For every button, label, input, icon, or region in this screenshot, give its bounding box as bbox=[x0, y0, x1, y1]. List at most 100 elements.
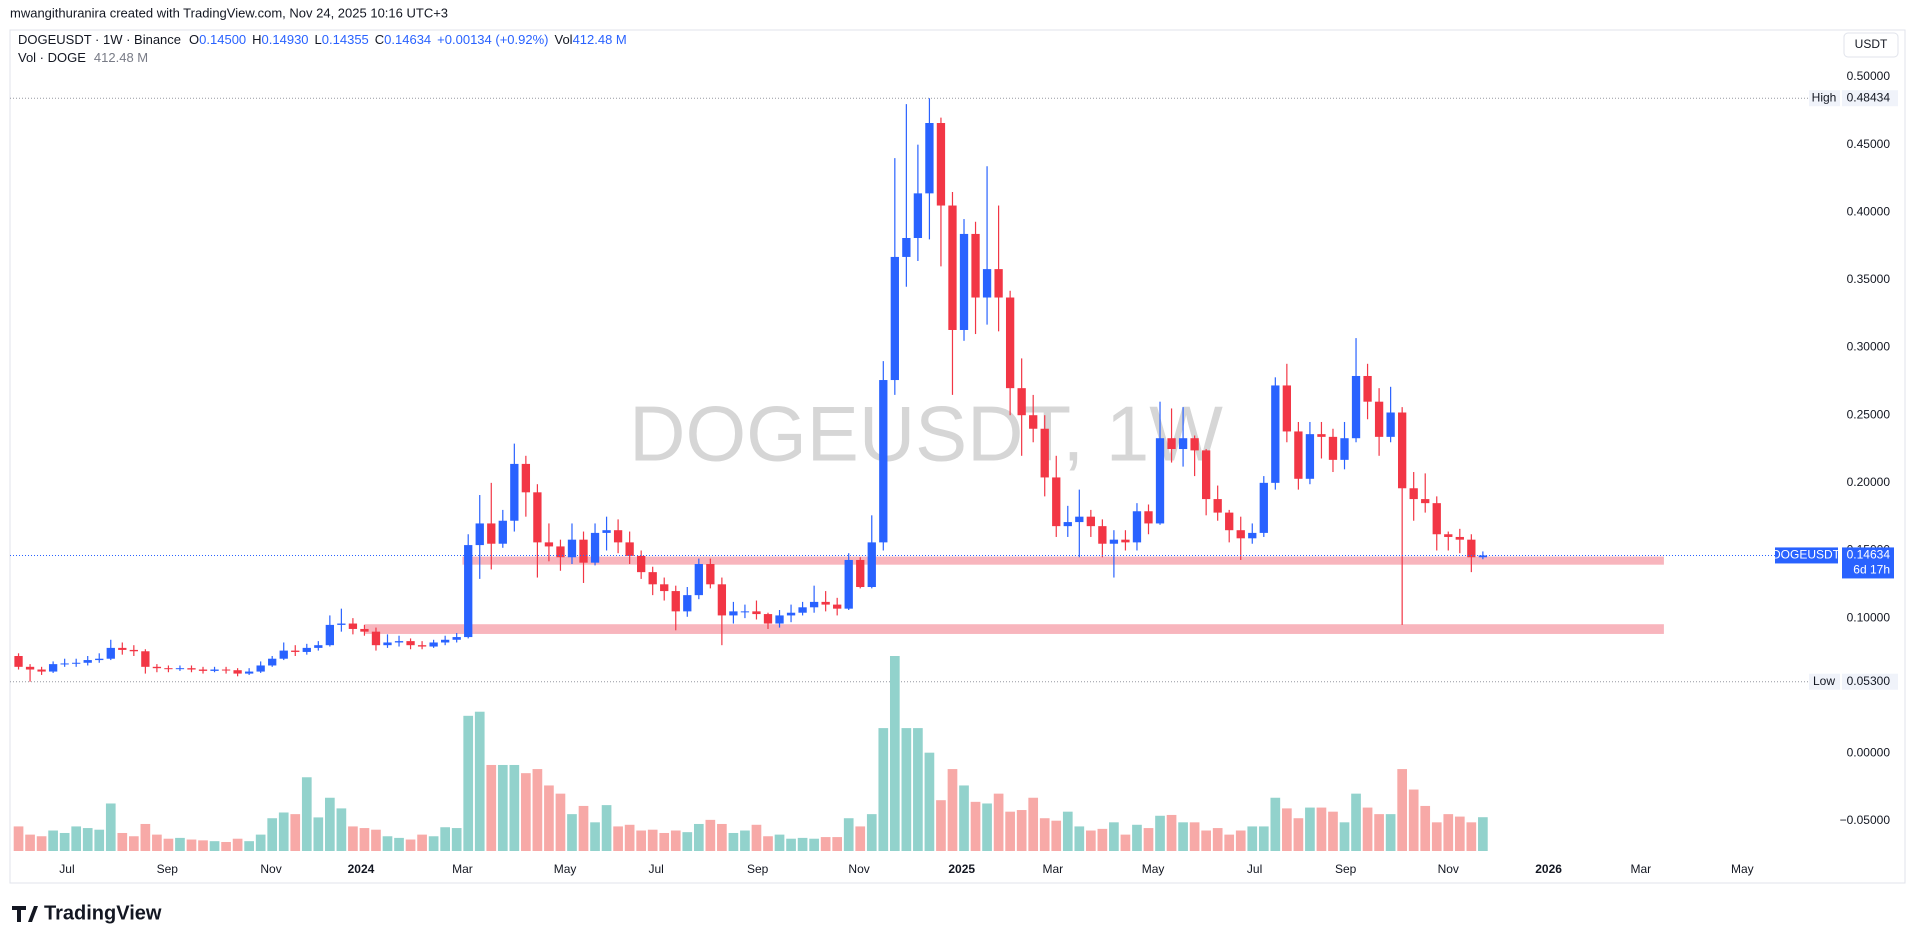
volume-bar bbox=[1235, 830, 1246, 851]
volume-bar bbox=[1016, 810, 1027, 851]
ohlc-key: H bbox=[252, 32, 261, 47]
volume-bar bbox=[359, 828, 370, 851]
volume-bar bbox=[1374, 814, 1384, 851]
candle-body bbox=[1444, 534, 1453, 537]
volume-bar bbox=[855, 826, 866, 851]
candle-body bbox=[95, 658, 104, 661]
candle-body bbox=[648, 572, 657, 585]
candle-body bbox=[1374, 401, 1384, 437]
candle-body bbox=[1467, 539, 1476, 558]
candle-body bbox=[579, 539, 588, 563]
volume-bar bbox=[590, 822, 600, 851]
volume-bar bbox=[924, 752, 935, 851]
volume-bar bbox=[1189, 822, 1200, 851]
x-tick-label: Jul bbox=[59, 862, 74, 876]
candle-body bbox=[809, 601, 819, 608]
volume-bar bbox=[405, 839, 416, 851]
candle-body bbox=[729, 611, 738, 616]
volume-bar bbox=[947, 769, 958, 851]
candle-body bbox=[1225, 512, 1234, 531]
last-name-box bbox=[1775, 547, 1838, 564]
ohlc-value: 0.14500 bbox=[199, 32, 246, 47]
candle-body bbox=[1029, 415, 1038, 429]
volume-bar bbox=[1109, 822, 1119, 851]
candle-body bbox=[1132, 511, 1142, 543]
last-value: 0.14634 bbox=[1847, 548, 1891, 562]
volume-bar bbox=[290, 814, 301, 851]
candle-body bbox=[48, 664, 58, 672]
volume-bar bbox=[301, 777, 312, 851]
candle-body bbox=[1317, 434, 1326, 437]
candle-body bbox=[371, 631, 381, 646]
candle-body bbox=[1398, 412, 1407, 489]
candle-body bbox=[510, 463, 519, 521]
candle-body bbox=[533, 492, 542, 543]
currency-label[interactable]: USDT bbox=[1855, 37, 1888, 51]
volume-bar bbox=[255, 834, 266, 851]
volume-bar bbox=[1466, 822, 1477, 851]
candle-body bbox=[867, 542, 876, 588]
candle-body bbox=[406, 641, 415, 646]
volume-bar bbox=[1074, 826, 1085, 851]
vol-study-value: 412.48 M bbox=[94, 50, 148, 65]
volume-bar bbox=[1362, 807, 1373, 851]
x-tick-label: Mar bbox=[452, 862, 473, 876]
currency-button[interactable] bbox=[1843, 32, 1899, 58]
volume-bar bbox=[128, 836, 139, 851]
volume-bar bbox=[878, 728, 889, 851]
candle-body bbox=[175, 668, 185, 670]
candle-body bbox=[314, 645, 323, 648]
candle-body bbox=[521, 463, 531, 493]
logo: TradingView bbox=[12, 902, 162, 924]
candle-body bbox=[775, 615, 784, 624]
candle-body bbox=[994, 269, 1003, 298]
volume-bar bbox=[474, 711, 485, 851]
candle-body bbox=[1432, 503, 1441, 535]
candle-body bbox=[1213, 499, 1222, 513]
candle-body bbox=[590, 532, 600, 563]
y-tick-label: 0.50000 bbox=[1847, 69, 1891, 83]
y-tick-label: 0.30000 bbox=[1847, 340, 1891, 354]
x-tick-label: Nov bbox=[848, 862, 869, 876]
ohlc-value: 0.14930 bbox=[262, 32, 309, 47]
extreme-name-box bbox=[1809, 90, 1840, 107]
candle-body bbox=[1178, 438, 1188, 450]
volume-bar bbox=[624, 824, 635, 851]
extreme-value: 0.05300 bbox=[1847, 674, 1891, 688]
volume-bar bbox=[670, 830, 681, 851]
volume-bar bbox=[959, 785, 969, 851]
logo-icon bbox=[12, 906, 38, 922]
volume-bar bbox=[866, 814, 877, 851]
volume-bar bbox=[1201, 830, 1211, 851]
volume-bar bbox=[636, 830, 647, 851]
volume-bar bbox=[486, 764, 497, 851]
volume-bar bbox=[647, 829, 658, 851]
candle-body bbox=[1063, 522, 1072, 527]
candle-body bbox=[844, 559, 853, 609]
y-tick-label: −0.05000 bbox=[1840, 813, 1891, 827]
ohlc-key: L bbox=[315, 32, 322, 47]
volume-bar bbox=[797, 837, 808, 851]
candle-body bbox=[1421, 499, 1430, 504]
extreme-name: High bbox=[1812, 90, 1837, 104]
candle-body bbox=[1236, 530, 1245, 539]
change: +0.00134 (+0.92%) bbox=[437, 32, 548, 47]
volume-bar bbox=[521, 773, 531, 851]
volume-bar bbox=[682, 832, 693, 851]
candle-body bbox=[1155, 438, 1165, 524]
volume-bar bbox=[901, 728, 912, 851]
candle-body bbox=[1086, 516, 1095, 527]
volume-bar bbox=[313, 817, 324, 851]
candle-body bbox=[1409, 488, 1418, 500]
volume-bar bbox=[1420, 805, 1431, 851]
volume-bar bbox=[1005, 811, 1015, 851]
extreme-value-box bbox=[1842, 673, 1898, 690]
volume-bar bbox=[1039, 818, 1050, 851]
candle-body bbox=[1040, 428, 1049, 478]
vol-study-name: Vol · DOGE bbox=[18, 50, 86, 65]
candle-body bbox=[106, 647, 115, 659]
volume-bar bbox=[278, 812, 289, 851]
candle-body bbox=[417, 645, 427, 647]
candle-body bbox=[129, 649, 138, 652]
volume-bar bbox=[186, 839, 197, 851]
